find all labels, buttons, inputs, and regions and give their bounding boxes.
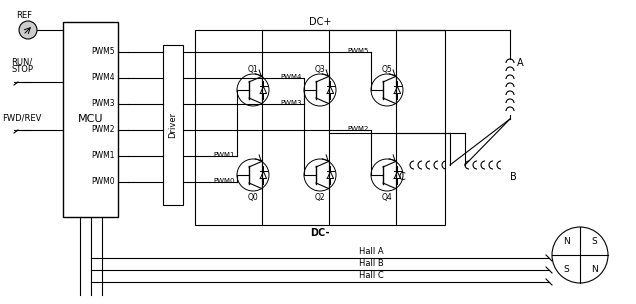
- Text: N: N: [563, 237, 569, 246]
- Text: Q3: Q3: [315, 65, 326, 74]
- Text: Q2: Q2: [315, 193, 325, 202]
- Text: PWM2: PWM2: [348, 126, 369, 132]
- Text: MCU: MCU: [78, 115, 103, 125]
- Circle shape: [19, 21, 37, 39]
- Text: PWM3: PWM3: [280, 100, 302, 106]
- Text: A: A: [516, 58, 523, 68]
- Text: Q1: Q1: [247, 65, 258, 74]
- Text: N: N: [591, 264, 597, 274]
- Text: PWM0: PWM0: [214, 178, 235, 184]
- Bar: [195, 30, 445, 225]
- Bar: [63, 22, 118, 217]
- Text: Hall C: Hall C: [359, 271, 384, 281]
- Text: PWM3: PWM3: [92, 99, 115, 109]
- Text: FWD/REV: FWD/REV: [3, 113, 42, 123]
- Text: PWM5: PWM5: [92, 47, 115, 57]
- Text: C: C: [399, 172, 405, 182]
- Text: DC-: DC-: [310, 228, 329, 238]
- Text: Hall B: Hall B: [359, 260, 384, 268]
- Text: STOP: STOP: [11, 65, 33, 74]
- Text: Q0: Q0: [247, 193, 258, 202]
- Text: Hall A: Hall A: [359, 247, 384, 257]
- Text: PWM4: PWM4: [280, 74, 302, 80]
- Text: REF: REF: [16, 11, 32, 19]
- Text: B: B: [509, 172, 516, 182]
- Text: PWM1: PWM1: [214, 152, 235, 158]
- Text: DC+: DC+: [309, 17, 331, 27]
- Text: PWM0: PWM0: [92, 178, 115, 186]
- Bar: [163, 45, 183, 205]
- Text: Q4: Q4: [382, 193, 392, 202]
- Text: Q5: Q5: [382, 65, 392, 74]
- Text: PWM1: PWM1: [92, 151, 115, 161]
- Text: S: S: [563, 264, 569, 274]
- Text: PWM4: PWM4: [92, 74, 115, 82]
- Text: PWM5: PWM5: [348, 48, 369, 54]
- Text: PWM2: PWM2: [92, 126, 115, 134]
- Text: Driver: Driver: [169, 112, 177, 138]
- Text: S: S: [591, 237, 597, 246]
- Text: RUN/: RUN/: [11, 57, 32, 67]
